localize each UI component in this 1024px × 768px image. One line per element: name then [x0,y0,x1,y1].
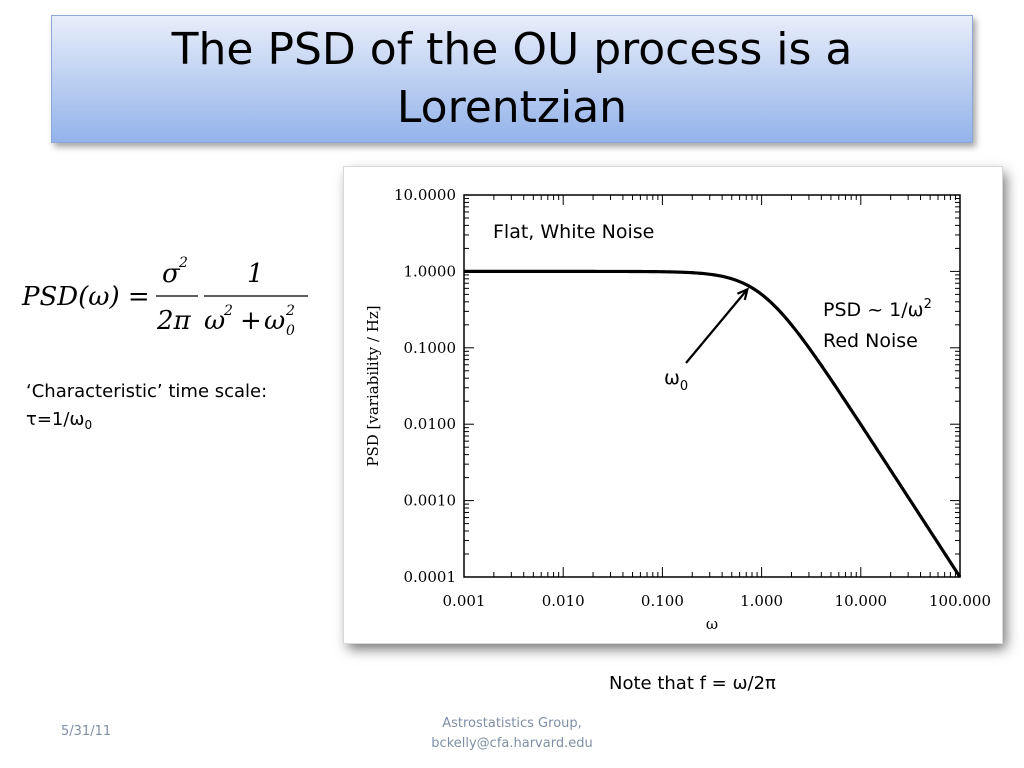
psd-curve [464,269,962,578]
psd-chart: 0.001 0.010 0.100 1.000 10.000 100.000 0.0001 0… [344,167,1002,643]
x-tick-label: 0.100 [641,592,684,610]
characteristic-timescale: ‘Characteristic’ time scale: τ=1/ω0 [26,378,326,439]
equation-omega: ω [204,306,225,336]
tau-sub: 0 [84,418,93,432]
tau-line: τ=1/ω0 [26,406,326,439]
equation-svg: PSD(ω) = σ 2 2π 1 ω 2 + ω 2 0 [21,255,308,339]
annotation-psd-sup: 2 [924,297,932,312]
y-tick-label: 1.0000 [404,262,457,280]
omega0-arrow [685,288,749,364]
tau-text: τ=1/ω [26,409,85,430]
equation-one: 1 [247,259,264,289]
annotation-omega0-sub: 0 [680,379,688,394]
annotation-psd-prefix: PSD ~ 1/ω [823,299,924,321]
slide-date: 5/31/11 [61,724,112,739]
plot-area [463,194,961,578]
equation-lhs: PSD(ω) = [21,282,150,312]
slide-title: The PSD of the OU process is a Lorentzia… [171,24,853,133]
equation-omega0-sup: 2 [285,303,295,319]
psd-equation: PSD(ω) = σ 2 2π 1 ω 2 + ω 2 0 [21,252,322,342]
x-axis-label: ω [706,615,718,633]
equation-plus: + [240,306,262,336]
equation-omega0-sub: 0 [286,323,295,339]
footer-group: Astrostatistics Group, [442,716,582,731]
title-box: The PSD of the OU process is a Lorentzia… [51,15,973,143]
footer-email: bckelly@cfa.harvard.edu [431,736,593,751]
y-tick-label: 0.0100 [404,415,457,433]
note-frequency: Note that f = ω/2π [609,673,776,694]
equation-2pi: 2π [156,306,192,336]
y-axis-label: PSD [variability / Hz] [364,305,382,466]
y-tick-label: 0.1000 [404,339,457,357]
annotation-omega0: ω0 [664,367,688,394]
y-tick-label: 0.0001 [404,568,457,586]
slide-footer: Astrostatistics Group, bckelly@cfa.harva… [412,714,612,754]
annotation-flat-white-noise: Flat, White Noise [493,221,654,243]
y-tick-label: 0.0010 [404,492,457,510]
x-tick-label: 0.010 [542,592,585,610]
x-tick-label: 0.001 [443,592,486,610]
equation-omega0: ω [264,306,285,336]
annotation-red-noise: Red Noise [823,330,918,352]
annotation-psd-power-law: PSD ~ 1/ω2 [823,297,932,321]
tick-labels: 0.001 0.010 0.100 1.000 10.000 100.000 0.0001 0… [394,186,991,610]
x-tick-label: 10.000 [835,592,888,610]
characteristic-line1: ‘Characteristic’ time scale: [26,381,268,402]
equation-sigma: σ [162,259,181,289]
axis-ticks [463,194,961,578]
equation-sigma-sup: 2 [178,255,188,271]
chart-svg: 0.001 0.010 0.100 1.000 10.000 100.000 0.0001 0… [364,186,991,633]
omega0-arrowhead [736,287,750,301]
annotation-omega0-base: ω [664,367,680,389]
equation-omega-sup: 2 [223,303,233,319]
x-tick-label: 1.000 [740,592,783,610]
x-tick-label: 100.000 [929,592,991,610]
y-tick-label: 10.0000 [394,186,456,204]
